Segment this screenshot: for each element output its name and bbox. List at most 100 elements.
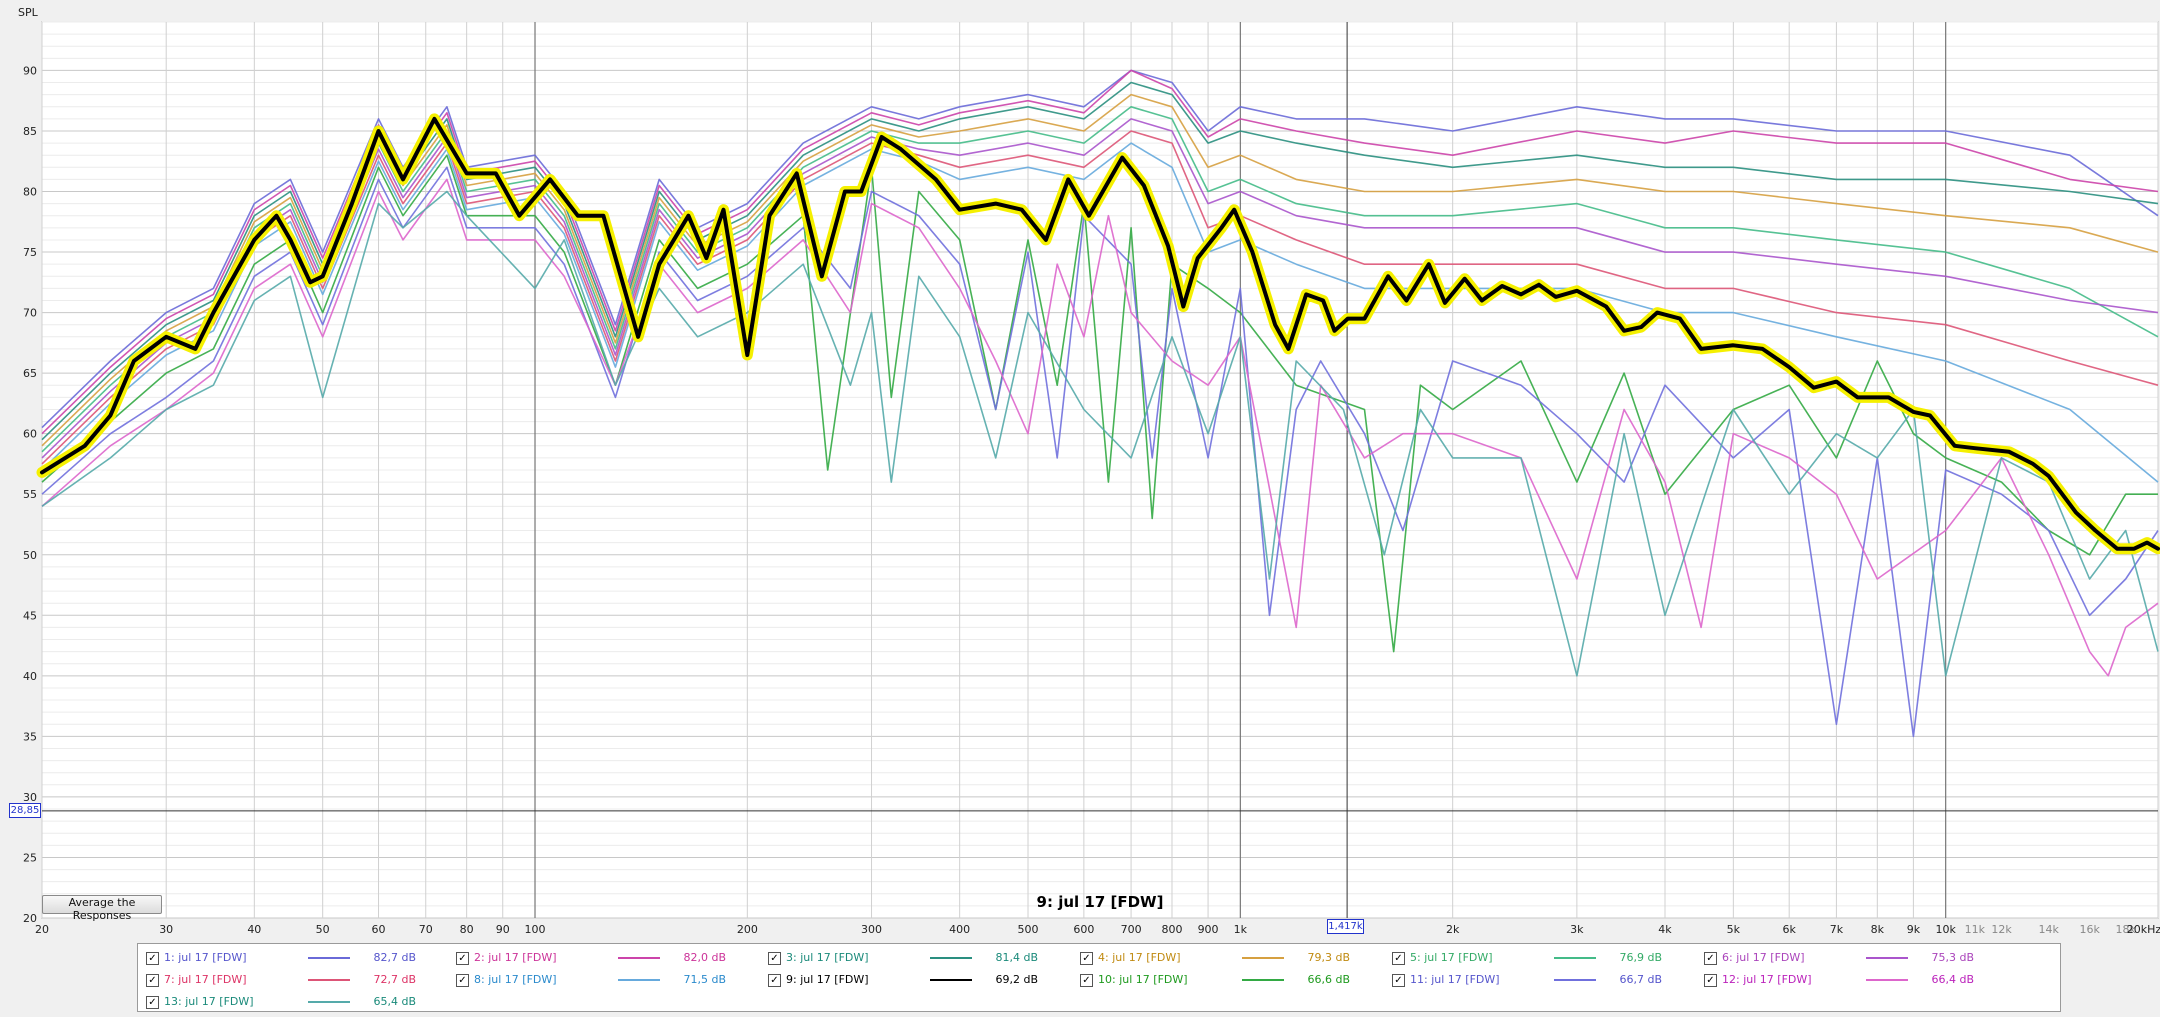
legend-line-swatch xyxy=(308,957,350,959)
legend-value: 82,7 dB xyxy=(373,951,416,964)
cursor-frequency-readout: 1,417k xyxy=(1327,919,1364,934)
legend-item-8: ✓ 8: jul 17 [FDW] 71,5 dB xyxy=(456,971,746,989)
legend-checkbox[interactable]: ✓ xyxy=(768,952,781,965)
y-tick-label: 20 xyxy=(23,912,37,925)
x-tick-label: 4k xyxy=(1658,923,1672,936)
legend-checkbox[interactable]: ✓ xyxy=(456,952,469,965)
legend-checkbox[interactable]: ✓ xyxy=(1704,974,1717,987)
legend-line-swatch xyxy=(1866,957,1908,959)
x-tick-label: 16k xyxy=(2079,923,2100,936)
legend-value: 65,4 dB xyxy=(373,995,416,1008)
legend-name: 4: jul 17 [FDW] xyxy=(1098,951,1181,964)
series-line-7 xyxy=(41,130,2159,465)
legend-checkbox[interactable]: ✓ xyxy=(146,996,159,1009)
x-tick-label: 20kHz xyxy=(2127,923,2160,936)
legend-value: 79,3 dB xyxy=(1307,951,1350,964)
y-axis-label: SPL xyxy=(18,6,38,19)
legend-checkbox[interactable]: ✓ xyxy=(146,974,159,987)
x-tick-label: 2k xyxy=(1446,923,1460,936)
selected-curve-title: 9: jul 17 [FDW] xyxy=(1036,893,1164,911)
legend-name: 6: jul 17 [FDW] xyxy=(1722,951,1805,964)
legend-value: 66,4 dB xyxy=(1931,973,1974,986)
y-tick-label: 35 xyxy=(23,730,37,743)
series-line-2 xyxy=(41,69,2159,435)
x-tick-label: 500 xyxy=(1018,923,1039,936)
curve-legend-panel: ✓ 1: jul 17 [FDW] 82,7 dB ✓ 2: jul 17 [FDW] 8… xyxy=(137,943,2061,1012)
legend-item-3: ✓ 3: jul 17 [FDW] 81,4 dB xyxy=(768,949,1058,967)
legend-line-swatch xyxy=(1866,979,1908,981)
y-tick-label: 50 xyxy=(23,549,37,562)
x-tick-label: 60 xyxy=(372,923,386,936)
legend-name: 12: jul 17 [FDW] xyxy=(1722,973,1812,986)
legend-value: 76,9 dB xyxy=(1619,951,1662,964)
x-tick-label: 3k xyxy=(1570,923,1584,936)
legend-line-swatch xyxy=(308,979,350,981)
x-tick-label: 8k xyxy=(1871,923,1885,936)
series-line-1 xyxy=(41,69,2159,429)
legend-item-2: ✓ 2: jul 17 [FDW] 82,0 dB xyxy=(456,949,746,967)
legend-checkbox[interactable]: ✓ xyxy=(1392,974,1405,987)
legend-value: 82,0 dB xyxy=(683,951,726,964)
legend-name: 5: jul 17 [FDW] xyxy=(1410,951,1493,964)
legend-line-swatch xyxy=(618,979,660,981)
legend-value: 72,7 dB xyxy=(373,973,416,986)
y-tick-label: 65 xyxy=(23,367,37,380)
x-tick-label: 20 xyxy=(35,923,49,936)
legend-line-swatch xyxy=(930,957,972,959)
series-line-13 xyxy=(41,190,2159,677)
legend-checkbox[interactable]: ✓ xyxy=(1080,974,1093,987)
x-tick-label: 80 xyxy=(460,923,474,936)
legend-value: 66,6 dB xyxy=(1307,973,1350,986)
x-tick-label: 5k xyxy=(1727,923,1741,936)
y-tick-label: 75 xyxy=(23,246,37,259)
x-tick-label: 10k xyxy=(1935,923,1956,936)
x-tick-label: 400 xyxy=(949,923,970,936)
legend-checkbox[interactable]: ✓ xyxy=(768,974,781,987)
legend-name: 8: jul 17 [FDW] xyxy=(474,973,557,986)
legend-name: 10: jul 17 [FDW] xyxy=(1098,973,1188,986)
legend-name: 9: jul 17 [FDW] xyxy=(786,973,869,986)
x-tick-label: 200 xyxy=(737,923,758,936)
legend-value: 69,2 dB xyxy=(995,973,1038,986)
x-tick-label: 30 xyxy=(159,923,173,936)
average-responses-button[interactable]: Average the Responses xyxy=(42,895,162,922)
legend-line-swatch xyxy=(1554,957,1596,959)
y-tick-label: 55 xyxy=(23,488,37,501)
x-tick-label: 700 xyxy=(1121,923,1142,936)
legend-item-10: ✓ 10: jul 17 [FDW] 66,6 dB xyxy=(1080,971,1370,989)
legend-item-12: ✓ 12: jul 17 [FDW] 66,4 dB xyxy=(1704,971,1994,989)
x-tick-label: 9k xyxy=(1907,923,1921,936)
legend-item-9: ✓ 9: jul 17 [FDW] 69,2 dB xyxy=(768,971,1058,989)
legend-item-6: ✓ 6: jul 17 [FDW] 75,3 dB xyxy=(1704,949,1994,967)
x-tick-label: 12k xyxy=(1991,923,2012,936)
x-tick-label: 90 xyxy=(496,923,510,936)
legend-checkbox[interactable]: ✓ xyxy=(1080,952,1093,965)
legend-checkbox[interactable]: ✓ xyxy=(1704,952,1717,965)
y-tick-label: 60 xyxy=(23,428,37,441)
legend-name: 3: jul 17 [FDW] xyxy=(786,951,869,964)
y-tick-label: 30 xyxy=(23,791,37,804)
legend-item-7: ✓ 7: jul 17 [FDW] 72,7 dB xyxy=(146,971,436,989)
legend-checkbox[interactable]: ✓ xyxy=(146,952,159,965)
legend-line-swatch xyxy=(308,1001,350,1003)
legend-line-swatch xyxy=(1242,957,1284,959)
y-tick-label: 80 xyxy=(23,186,37,199)
legend-name: 1: jul 17 [FDW] xyxy=(164,951,247,964)
x-tick-label: 6k xyxy=(1783,923,1797,936)
legend-item-4: ✓ 4: jul 17 [FDW] 79,3 dB xyxy=(1080,949,1370,967)
legend-value: 75,3 dB xyxy=(1931,951,1974,964)
series-line-11 xyxy=(41,166,2159,738)
x-tick-label: 300 xyxy=(861,923,882,936)
legend-value: 66,7 dB xyxy=(1619,973,1662,986)
legend-checkbox[interactable]: ✓ xyxy=(456,974,469,987)
y-tick-label: 85 xyxy=(23,125,37,138)
x-tick-label: 18k xyxy=(2116,923,2137,936)
legend-item-5: ✓ 5: jul 17 [FDW] 76,9 dB xyxy=(1392,949,1682,967)
x-tick-label: 800 xyxy=(1161,923,1182,936)
legend-item-1: ✓ 1: jul 17 [FDW] 82,7 dB xyxy=(146,949,436,967)
legend-line-swatch xyxy=(930,979,972,981)
spl-frequency-plot[interactable]: 20 25 30 35 40 45 50 55 60 65 70 75 80 85 90 20 30 40 50 60… xyxy=(0,0,2160,940)
x-tick-label: 900 xyxy=(1198,923,1219,936)
x-tick-label: 14k xyxy=(2039,923,2060,936)
legend-checkbox[interactable]: ✓ xyxy=(1392,952,1405,965)
